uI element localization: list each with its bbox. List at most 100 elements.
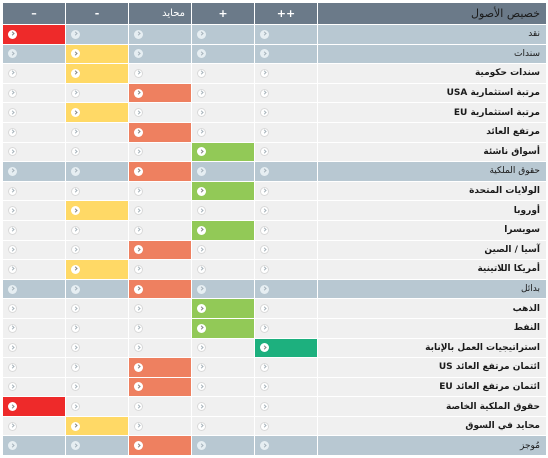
rating-cell-strong-underweight[interactable] [3, 240, 66, 260]
rating-cell-neutral[interactable] [129, 122, 192, 142]
rating-cell-strong-overweight[interactable] [255, 279, 318, 299]
rating-cell-overweight[interactable] [192, 318, 255, 338]
rating-cell-strong-overweight[interactable] [255, 64, 318, 83]
rating-cell-overweight[interactable] [192, 279, 255, 299]
rating-cell-neutral[interactable] [129, 25, 192, 44]
rating-cell-strong-underweight[interactable] [3, 220, 66, 240]
rating-cell-underweight[interactable] [66, 220, 129, 240]
rating-cell-neutral[interactable] [129, 201, 192, 220]
rating-cell-neutral[interactable] [129, 240, 192, 260]
rating-cell-underweight[interactable] [66, 436, 129, 456]
rating-cell-overweight[interactable] [192, 397, 255, 416]
rating-cell-strong-overweight[interactable] [255, 122, 318, 142]
rating-cell-overweight[interactable] [192, 83, 255, 103]
rating-cell-overweight[interactable] [192, 260, 255, 279]
rating-cell-overweight[interactable] [192, 64, 255, 83]
rating-cell-strong-underweight[interactable] [3, 377, 66, 397]
rating-cell-neutral[interactable] [129, 220, 192, 240]
rating-cell-strong-underweight[interactable] [3, 436, 66, 456]
rating-cell-underweight[interactable] [66, 162, 129, 181]
rating-cell-neutral[interactable] [129, 416, 192, 436]
rating-cell-underweight[interactable] [66, 122, 129, 142]
rating-cell-strong-underweight[interactable] [3, 397, 66, 416]
rating-cell-strong-overweight[interactable] [255, 397, 318, 416]
rating-cell-overweight[interactable] [192, 377, 255, 397]
rating-cell-strong-overweight[interactable] [255, 338, 318, 358]
rating-cell-strong-underweight[interactable] [3, 358, 66, 377]
rating-cell-overweight[interactable] [192, 436, 255, 456]
rating-cell-neutral[interactable] [129, 358, 192, 377]
rating-cell-underweight[interactable] [66, 240, 129, 260]
rating-cell-underweight[interactable] [66, 318, 129, 338]
rating-cell-underweight[interactable] [66, 377, 129, 397]
rating-cell-strong-underweight[interactable] [3, 122, 66, 142]
rating-cell-neutral[interactable] [129, 64, 192, 83]
rating-cell-strong-overweight[interactable] [255, 220, 318, 240]
rating-cell-overweight[interactable] [192, 201, 255, 220]
rating-cell-overweight[interactable] [192, 103, 255, 122]
rating-cell-neutral[interactable] [129, 397, 192, 416]
rating-cell-underweight[interactable] [66, 416, 129, 436]
rating-cell-strong-underweight[interactable] [3, 44, 66, 64]
rating-cell-strong-overweight[interactable] [255, 416, 318, 436]
rating-cell-underweight[interactable] [66, 142, 129, 162]
rating-cell-strong-underweight[interactable] [3, 338, 66, 358]
rating-cell-overweight[interactable] [192, 122, 255, 142]
rating-cell-strong-overweight[interactable] [255, 318, 318, 338]
rating-cell-underweight[interactable] [66, 299, 129, 318]
rating-cell-underweight[interactable] [66, 201, 129, 220]
rating-cell-strong-overweight[interactable] [255, 44, 318, 64]
rating-cell-strong-overweight[interactable] [255, 240, 318, 260]
rating-cell-strong-underweight[interactable] [3, 181, 66, 201]
rating-cell-neutral[interactable] [129, 377, 192, 397]
rating-cell-neutral[interactable] [129, 318, 192, 338]
rating-cell-neutral[interactable] [129, 83, 192, 103]
rating-cell-overweight[interactable] [192, 220, 255, 240]
rating-cell-neutral[interactable] [129, 44, 192, 64]
rating-cell-strong-overweight[interactable] [255, 358, 318, 377]
rating-cell-underweight[interactable] [66, 25, 129, 44]
rating-cell-underweight[interactable] [66, 64, 129, 83]
rating-cell-strong-underweight[interactable] [3, 142, 66, 162]
rating-cell-neutral[interactable] [129, 142, 192, 162]
rating-cell-overweight[interactable] [192, 416, 255, 436]
rating-cell-overweight[interactable] [192, 44, 255, 64]
rating-cell-strong-underweight[interactable] [3, 299, 66, 318]
rating-cell-neutral[interactable] [129, 299, 192, 318]
rating-cell-strong-overweight[interactable] [255, 162, 318, 181]
rating-cell-strong-underweight[interactable] [3, 279, 66, 299]
rating-cell-neutral[interactable] [129, 260, 192, 279]
rating-cell-strong-underweight[interactable] [3, 201, 66, 220]
rating-cell-neutral[interactable] [129, 436, 192, 456]
rating-cell-strong-overweight[interactable] [255, 83, 318, 103]
rating-cell-neutral[interactable] [129, 338, 192, 358]
rating-cell-strong-underweight[interactable] [3, 162, 66, 181]
rating-cell-strong-underweight[interactable] [3, 416, 66, 436]
rating-cell-neutral[interactable] [129, 103, 192, 122]
rating-cell-overweight[interactable] [192, 25, 255, 44]
rating-cell-strong-overweight[interactable] [255, 103, 318, 122]
rating-cell-neutral[interactable] [129, 279, 192, 299]
rating-cell-strong-underweight[interactable] [3, 260, 66, 279]
rating-cell-strong-overweight[interactable] [255, 142, 318, 162]
rating-cell-strong-overweight[interactable] [255, 377, 318, 397]
rating-cell-underweight[interactable] [66, 181, 129, 201]
rating-cell-underweight[interactable] [66, 44, 129, 64]
rating-cell-strong-overweight[interactable] [255, 25, 318, 44]
rating-cell-neutral[interactable] [129, 181, 192, 201]
rating-cell-underweight[interactable] [66, 279, 129, 299]
rating-cell-strong-underweight[interactable] [3, 64, 66, 83]
rating-cell-underweight[interactable] [66, 338, 129, 358]
rating-cell-overweight[interactable] [192, 299, 255, 318]
rating-cell-underweight[interactable] [66, 103, 129, 122]
rating-cell-overweight[interactable] [192, 181, 255, 201]
rating-cell-strong-overweight[interactable] [255, 299, 318, 318]
rating-cell-underweight[interactable] [66, 358, 129, 377]
rating-cell-strong-underweight[interactable] [3, 318, 66, 338]
rating-cell-strong-overweight[interactable] [255, 260, 318, 279]
rating-cell-overweight[interactable] [192, 358, 255, 377]
rating-cell-underweight[interactable] [66, 83, 129, 103]
rating-cell-strong-underweight[interactable] [3, 25, 66, 44]
rating-cell-strong-underweight[interactable] [3, 103, 66, 122]
rating-cell-neutral[interactable] [129, 162, 192, 181]
